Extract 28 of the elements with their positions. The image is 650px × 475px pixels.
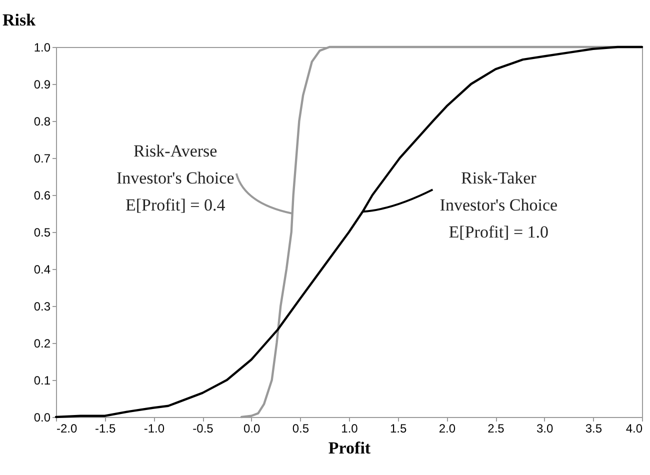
y-tick-label: 1.0: [34, 40, 51, 54]
y-tick-label: 0.4: [34, 262, 51, 276]
annotation: Risk-Averse Investor's Choice E[Profit] = 0.4: [116, 142, 234, 214]
y-tick-label: 0.8: [34, 114, 51, 128]
y-tick-label: 0.6: [34, 188, 51, 202]
x-tick-label: 3.0: [536, 422, 554, 436]
annotation: Risk-Taker Investor's Choice E[Profit] = 1.0: [440, 168, 558, 242]
y-tick-label: 0.0: [34, 410, 51, 424]
x-tick-label: 0.5: [292, 422, 310, 436]
y-axis-title: Risk: [2, 10, 36, 30]
x-tick-label: 2.0: [438, 422, 456, 436]
x-tick-label: 1.5: [390, 422, 407, 436]
y-tick-label: 0.9: [34, 78, 51, 92]
y-tick-label: 0.7: [34, 152, 51, 166]
x-tick-label: -1.0: [144, 422, 165, 436]
y-tick-label: 0.3: [34, 300, 51, 314]
y-tick-label: 0.1: [34, 374, 51, 388]
x-tick-label: 3.5: [585, 422, 602, 436]
x-axis-title: Profit: [328, 438, 371, 458]
x-tick-label: -2.0: [56, 422, 78, 436]
x-tick-label: 0.0: [243, 422, 260, 436]
x-tick-label: -0.5: [192, 422, 214, 436]
y-tick-label: 0.2: [34, 336, 51, 350]
x-tick-label: -1.5: [94, 422, 116, 436]
y-tick-label: 0.5: [34, 226, 51, 240]
x-tick-label: 1.0: [341, 422, 358, 436]
x-tick-label: 4.0: [626, 422, 643, 436]
x-tick-label: 2.5: [488, 422, 505, 436]
